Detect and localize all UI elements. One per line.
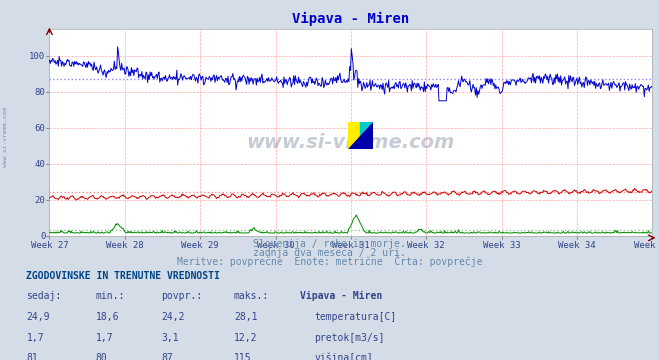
Text: 1,7: 1,7 (96, 333, 113, 343)
Text: 18,6: 18,6 (96, 312, 119, 322)
Text: 1,7: 1,7 (26, 333, 44, 343)
Text: 115: 115 (234, 354, 252, 360)
Text: 81: 81 (26, 354, 38, 360)
Text: 80: 80 (96, 354, 107, 360)
Text: pretok[m3/s]: pretok[m3/s] (314, 333, 385, 343)
Text: min.:: min.: (96, 291, 125, 301)
Text: povpr.:: povpr.: (161, 291, 202, 301)
Text: maks.:: maks.: (234, 291, 269, 301)
Text: 28,1: 28,1 (234, 312, 258, 322)
Title: Vipava - Miren: Vipava - Miren (293, 12, 409, 26)
Bar (360, 122, 373, 149)
Text: 12,2: 12,2 (234, 333, 258, 343)
Text: višina[cm]: višina[cm] (314, 353, 373, 360)
Text: sedaj:: sedaj: (26, 291, 61, 301)
Text: Meritve: povprečne  Enote: metrične  Črta: povprečje: Meritve: povprečne Enote: metrične Črta:… (177, 255, 482, 267)
Text: 24,2: 24,2 (161, 312, 185, 322)
Text: ZGODOVINSKE IN TRENUTNE VREDNOSTI: ZGODOVINSKE IN TRENUTNE VREDNOSTI (26, 271, 220, 281)
Text: Vipava - Miren: Vipava - Miren (300, 291, 382, 301)
Polygon shape (348, 122, 373, 149)
Bar (348, 122, 360, 149)
Text: 24,9: 24,9 (26, 312, 50, 322)
Text: www.si-vreme.com: www.si-vreme.com (3, 107, 8, 167)
Text: Slovenija / reke in morje.: Slovenija / reke in morje. (253, 239, 406, 249)
Text: temperatura[C]: temperatura[C] (314, 312, 397, 322)
Text: zadnja dva meseca / 2 uri.: zadnja dva meseca / 2 uri. (253, 248, 406, 258)
Text: 3,1: 3,1 (161, 333, 179, 343)
Text: www.si-vreme.com: www.si-vreme.com (246, 133, 455, 152)
Text: 87: 87 (161, 354, 173, 360)
